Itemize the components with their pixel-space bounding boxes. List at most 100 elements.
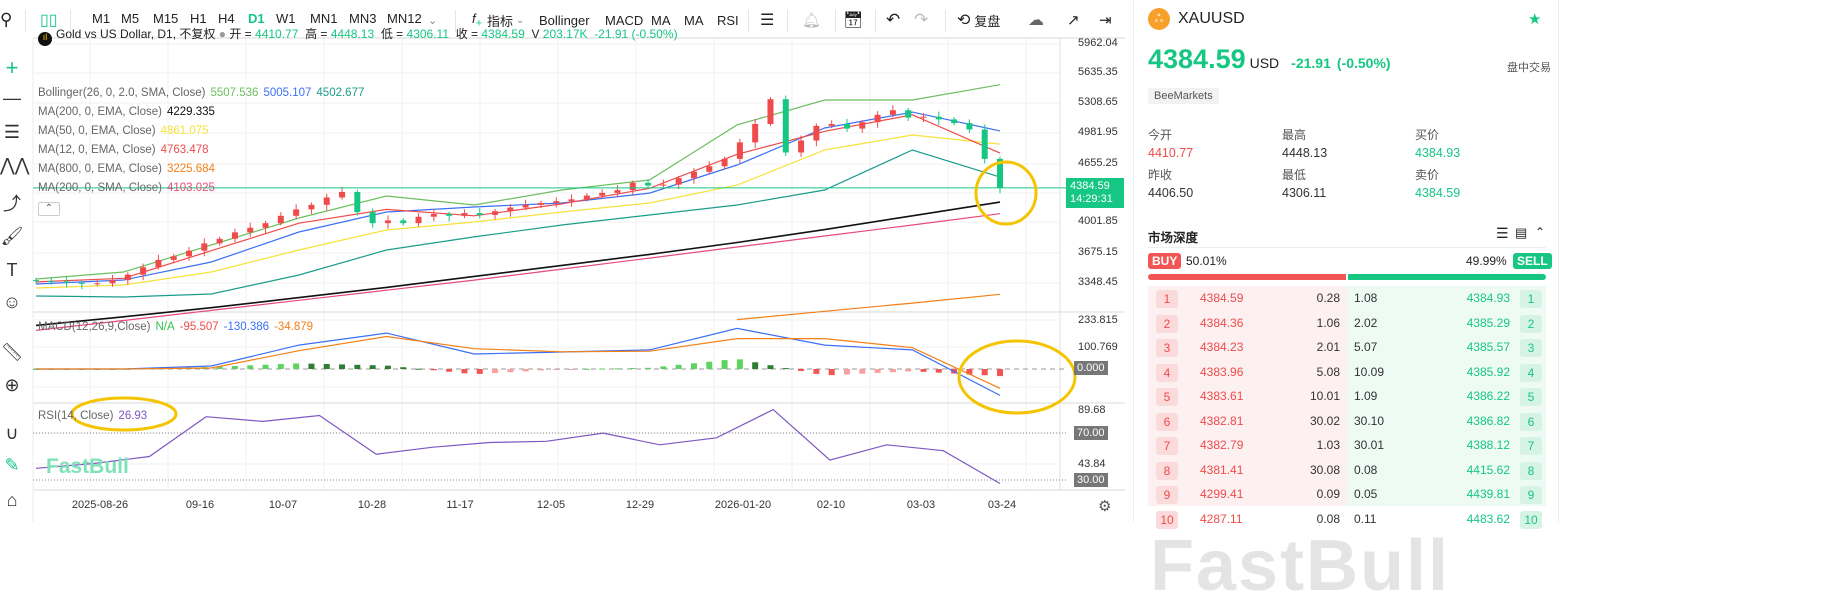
ema200-line (35, 201, 1001, 327)
buy-percent: 50.01% (1186, 254, 1227, 268)
candle-body (843, 123, 850, 129)
indicator-legend[interactable]: MA(200, 0, SMA, Close) 4103.025 (38, 182, 215, 194)
macd-histogram-bar (568, 369, 575, 370)
timeframe-w1[interactable]: W1 (276, 11, 296, 26)
price-axis-label: 4001.85 (1078, 215, 1118, 227)
candle-body (660, 184, 667, 186)
indicator-legend[interactable]: MA(200, 0, EMA, Close) 4229.335 (38, 106, 215, 118)
candle-body (384, 220, 391, 224)
indicator-ma[interactable]: MA (651, 12, 671, 28)
ema50-line (35, 134, 1001, 289)
date-axis-label: 02-10 (816, 499, 846, 511)
price-chart[interactable] (0, 0, 1130, 522)
search-icon[interactable]: ⚲ (0, 10, 13, 29)
lock-drawings-icon[interactable]: ✎ (4, 455, 20, 475)
macd-zero-tag: 0.000 (1074, 361, 1108, 375)
date-axis-label: 09-16 (185, 499, 215, 511)
fib-icon[interactable]: ⤴ (3, 194, 21, 214)
price-axis-label: 5308.65 (1078, 96, 1118, 108)
favorite-star-icon[interactable]: ★ (1528, 11, 1542, 28)
indicator-ma-2[interactable]: MA (684, 12, 704, 28)
current-price-tag: 4384.59 14:29:31 (1066, 178, 1124, 208)
bb_lower-line (35, 149, 1001, 298)
timeframe-d1[interactable]: D1 (248, 11, 265, 26)
timeframe-m1[interactable]: M1 (92, 11, 111, 26)
macd-histogram-bar (690, 363, 697, 369)
indicator-bollinger[interactable]: Bollinger (539, 12, 590, 28)
date-axis-label: 2025-08-26 (71, 499, 129, 511)
quote-stat: 最高 4448.13 (1282, 128, 1328, 160)
candle-body (78, 282, 85, 284)
indicator-macd[interactable]: MACD (605, 12, 644, 28)
pattern-icon[interactable]: ⋀⋀ (0, 155, 30, 175)
ema800-line (737, 293, 1001, 321)
list-view-icon[interactable]: ☰ (1496, 225, 1509, 241)
collapse-legend-button[interactable]: ⌃ (38, 202, 60, 216)
candle-body (201, 243, 208, 251)
layout-icon[interactable]: ☰ (760, 12, 775, 29)
candle-body (247, 227, 254, 233)
candle-body (216, 238, 223, 244)
popout-icon[interactable]: ↗ (1067, 12, 1080, 29)
text-tool-icon[interactable]: T (6, 260, 18, 280)
candle-body (308, 204, 315, 210)
timeframe-mn1[interactable]: MN1 (310, 11, 338, 26)
macd-histogram-bar (782, 368, 789, 370)
timeframe-mn3[interactable]: MN3 (349, 11, 377, 26)
hide-drawings-icon[interactable]: ⌂ (6, 490, 18, 510)
ruler-icon[interactable]: 📏︎ (0, 342, 24, 362)
indicator-legend[interactable]: MA(50, 0, EMA, Close) 4861.075 (38, 125, 209, 137)
macd-histogram-bar (798, 369, 805, 372)
bb_middle-line (35, 111, 1001, 285)
crosshair-icon[interactable]: + (5, 55, 19, 80)
timeframe-h1[interactable]: H1 (190, 11, 207, 26)
macd-histogram-bar (262, 364, 269, 369)
date-axis-label: 12-05 (536, 499, 566, 511)
candle-body (966, 123, 973, 130)
macd-histogram-bar (430, 369, 437, 371)
settings-gear-icon[interactable]: ⚙ (1098, 498, 1112, 515)
candle-body (767, 99, 774, 124)
annotation-circle (70, 396, 178, 432)
indicator-rsi[interactable]: RSI (717, 12, 739, 28)
chevron-down-icon[interactable]: ⌄ (428, 14, 438, 27)
indicators-button[interactable]: f+ 指标 ⌄ (472, 10, 525, 30)
indicator-legend[interactable]: MA(800, 0, EMA, Close) 3225.684 (38, 163, 215, 175)
line-tool-icon[interactable]: — (3, 88, 21, 108)
calendar-jump-icon[interactable]: 📅︎ (843, 12, 864, 29)
cloud-sync-icon[interactable]: ☁ (1028, 12, 1044, 29)
quote-stat: 卖价 4384.59 (1415, 168, 1461, 200)
timeframe-h4[interactable]: H4 (218, 11, 235, 26)
depth-title: 市场深度 (1148, 231, 1199, 245)
candle-body (94, 283, 101, 285)
redo-icon[interactable]: ↷ (914, 10, 929, 29)
chevron-down-icon: ⌄ (515, 14, 525, 26)
date-axis-label: 03-24 (987, 499, 1017, 511)
collapse-icon[interactable]: ⌃ (1535, 225, 1546, 239)
fastbull-watermark: FastBull (1150, 526, 1451, 606)
collapse-panel-icon[interactable]: ⇥ (1099, 12, 1112, 29)
candle-body (492, 211, 499, 215)
candle-body (614, 190, 621, 193)
magnet-icon[interactable]: ∪ (5, 423, 19, 443)
timeframe-m5[interactable]: M5 (121, 11, 140, 26)
book-icon[interactable]: ▤ (1515, 225, 1528, 240)
indicator-legend[interactable]: MA(12, 0, EMA, Close) 4763.478 (38, 144, 209, 156)
candle-body (63, 281, 70, 283)
zoom-in-icon[interactable]: ⊕ (4, 375, 20, 395)
add-alert-icon[interactable]: 🔔︎ (802, 12, 822, 29)
timeframe-m15[interactable]: M15 (153, 11, 179, 26)
timeframe-mn12[interactable]: MN12 (387, 11, 422, 26)
replay-button[interactable]: ⟲ 复盘 (957, 12, 1001, 29)
brush-icon[interactable]: 🖌︎ (0, 226, 24, 246)
candle-type-icon[interactable]: ▯▯ (40, 12, 58, 29)
macd-histogram-bar (767, 365, 774, 369)
quote-stat: 昨收 4406.50 (1148, 168, 1194, 200)
undo-icon[interactable]: ↶ (886, 10, 901, 29)
indicator-legend[interactable]: Bollinger(26, 0, 2.0, SMA, Close) 5507.53… (38, 87, 365, 99)
date-axis-label: 2026-01-20 (714, 499, 772, 511)
emoji-icon[interactable]: ☺ (2, 292, 22, 312)
buy-badge: BUY (1148, 253, 1182, 269)
parallel-lines-icon[interactable]: ☰ (3, 122, 21, 142)
depth-row: 9 4299.41 0.09 0.05 4439.81 9 (1148, 484, 1548, 506)
